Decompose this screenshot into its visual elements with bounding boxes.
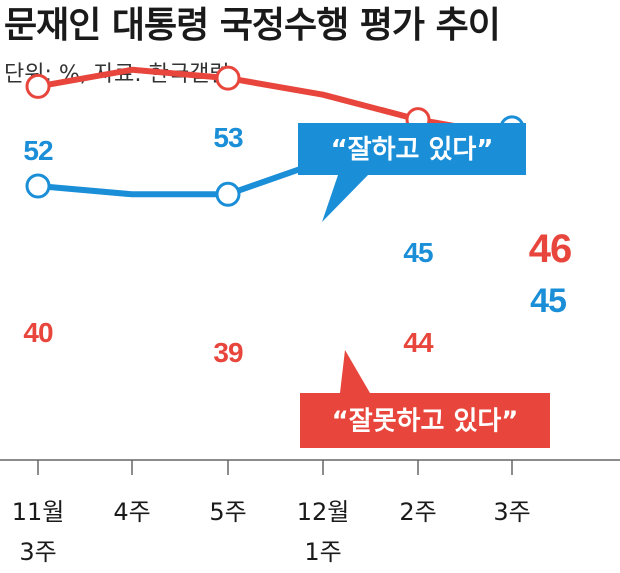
x-tick-label: 1주 [304, 538, 341, 566]
legend-tag-negative-label: “잘못하고 있다” [332, 407, 519, 437]
legend-tag-negative-box [300, 393, 550, 448]
legend-tag-positive-label: “잘하고 있다” [331, 135, 494, 165]
data-label-negative: 46 [529, 227, 572, 271]
legend-pointer-positive [322, 175, 368, 222]
x-tick-label: 3주 [19, 538, 56, 566]
x-tick-label: 3주 [493, 498, 530, 526]
data-label-negative: 40 [23, 317, 53, 348]
data-label-negative: 39 [213, 337, 243, 368]
x-tick-label: 4주 [113, 498, 150, 526]
data-label-positive: 53 [213, 122, 243, 153]
point-marker-positive [25, 173, 51, 199]
x-tick-label: 11월 [12, 498, 65, 526]
legend-tag-positive-box [298, 123, 526, 175]
series-line-negative [37, 66, 513, 140]
data-label-positive: 52 [23, 135, 53, 166]
x-tick-label: 5주 [209, 498, 246, 526]
legend-pointer-negative [340, 350, 370, 393]
data-label-positive: 45 [403, 237, 433, 268]
chart-title: 문재인 대통령 국정수행 평가 추이 [4, 5, 501, 46]
point-marker-negative [25, 73, 51, 99]
point-marker-positive [215, 181, 241, 207]
x-tick-label: 12월 [297, 498, 350, 526]
data-label-negative: 44 [403, 327, 434, 358]
data-label-positive: 45 [530, 282, 566, 320]
point-marker-negative [215, 65, 241, 91]
x-tick-label: 2주 [399, 498, 436, 526]
